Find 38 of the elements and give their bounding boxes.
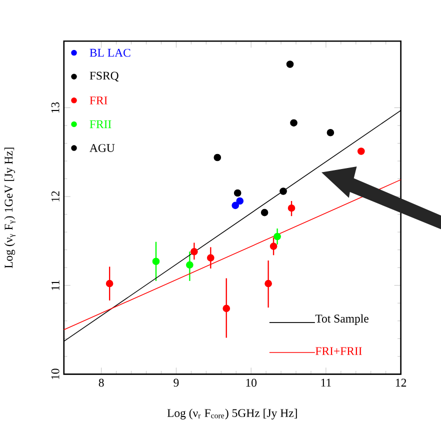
legend-label: FSRQ (90, 72, 119, 82)
point (234, 189, 242, 197)
legend-label: FRII (90, 120, 112, 128)
y-tick-label: 13 (51, 102, 60, 113)
legend-label: BL LAC (90, 48, 130, 57)
point (280, 188, 287, 195)
x-tick-label: 11 (321, 378, 331, 387)
legend-label: FRI+FRII (316, 347, 362, 355)
x-tick-label: 12 (396, 378, 406, 387)
point (326, 128, 334, 136)
point (152, 258, 160, 266)
point (260, 208, 268, 216)
legend-label: AGU (90, 144, 115, 152)
point (186, 261, 194, 269)
point (106, 280, 114, 288)
legend-label: FRI (90, 96, 108, 104)
point (286, 60, 294, 68)
point (274, 232, 281, 240)
point (222, 304, 230, 312)
y-tick-label: 10 (51, 368, 60, 380)
x-tick-label: 10 (246, 378, 257, 387)
x-tick-label: 9 (174, 378, 179, 387)
point (236, 197, 244, 205)
point (214, 154, 222, 162)
point (290, 119, 298, 126)
y-tick-label: 11 (52, 280, 60, 290)
point (288, 204, 296, 212)
point (190, 248, 198, 256)
point (232, 202, 240, 210)
point (207, 254, 214, 262)
y-tick-label: 12 (52, 191, 60, 202)
x-tick-label: 8 (98, 378, 104, 387)
legend-label: Tot Sample (315, 314, 368, 325)
point (264, 280, 272, 288)
point (270, 242, 278, 250)
y-axis-title: Log (ν$_{γ}$ F$_{γ}$) 1GeV [Jy Hz] (4, 148, 16, 268)
point (357, 148, 365, 155)
x-axis-title: Log (ν$_{r}$ F$_{core}$) 5GHz [Jy Hz] (167, 408, 297, 420)
